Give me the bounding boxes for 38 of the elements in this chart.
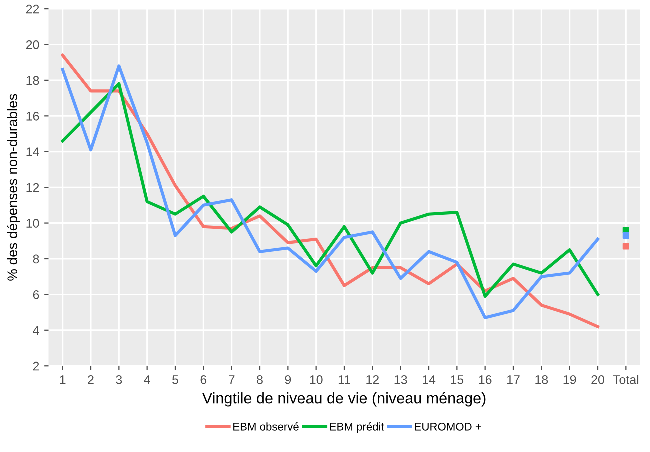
x-tick-label: 11 (338, 376, 350, 384)
y-tick-label: 8 (33, 254, 40, 264)
x-tick-label: 17 (508, 376, 520, 384)
x-tick-label: 19 (564, 375, 576, 384)
x-tick-label: 3 (116, 375, 122, 384)
x-tick-label: 8 (257, 375, 263, 384)
x-tick-label: 2 (88, 375, 94, 384)
y-tick-label: 10 (26, 219, 40, 228)
x-tick-label: 9 (285, 375, 292, 384)
x-tick-label: 4 (144, 376, 150, 384)
x-tick-label: 6 (200, 375, 207, 384)
x-tick-label: 20 (592, 375, 604, 384)
y-tick-label: 14 (26, 148, 40, 156)
x-tick-label: 16 (479, 375, 492, 384)
x-tick-label: Total (613, 375, 639, 384)
x-tick-label: 12 (366, 375, 379, 384)
x-tick-label: 18 (536, 375, 548, 384)
x-axis-title: Vingtile de niveau de vie (niveau ménage) (202, 392, 486, 407)
y-tick-label: 16 (26, 112, 40, 121)
legend-label: EUROMOD + (415, 422, 482, 431)
legend-label: EBM observé (234, 422, 299, 431)
x-tick-label: 14 (423, 376, 436, 384)
line-series (61, 82, 600, 298)
legend-label: EBM prédit (330, 422, 384, 434)
y-tick-label: 4 (33, 326, 40, 335)
y-tick-label: 2 (33, 362, 40, 371)
x-tick-label: 15 (451, 376, 464, 384)
y-axis-title: % des dépenses non-durables (7, 94, 20, 281)
y-tick-label: 12 (26, 183, 40, 192)
y-tick-label: 20 (26, 40, 40, 50)
x-tick-label: 1 (60, 376, 66, 384)
x-tick-label: 10 (310, 375, 323, 384)
y-tick-label: 22 (26, 4, 40, 14)
x-tick-label: 7 (229, 376, 235, 384)
y-tick-label: 6 (33, 290, 40, 300)
x-tick-label: 13 (394, 375, 408, 384)
x-tick-label: 5 (172, 376, 178, 384)
y-tick-label: 18 (26, 76, 40, 86)
